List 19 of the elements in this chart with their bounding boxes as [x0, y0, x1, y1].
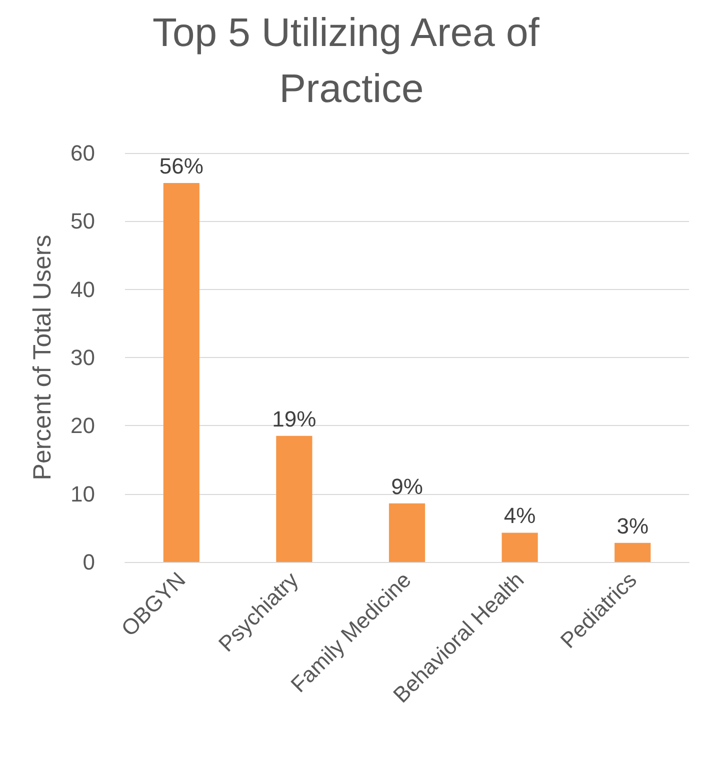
- y-tick-label: 50: [70, 208, 95, 234]
- bar: [388, 503, 426, 562]
- y-tick-label: 30: [70, 345, 95, 370]
- bar: [276, 436, 312, 562]
- data-label: 56%: [159, 153, 204, 178]
- data-label: 4%: [504, 503, 536, 528]
- y-tick-label: 0: [82, 550, 95, 574]
- data-label: 19%: [272, 406, 316, 432]
- y-tick-label: 60: [70, 140, 95, 166]
- data-label: 9%: [391, 474, 423, 499]
- bar: [163, 182, 200, 562]
- y-axis-title: Percent of Total Users: [28, 234, 56, 480]
- bar: [614, 542, 651, 562]
- y-tick-label: 40: [70, 276, 95, 302]
- y-tick-label: 20: [70, 413, 95, 438]
- y-tick-label: 10: [70, 481, 95, 506]
- data-label: 3%: [616, 513, 648, 538]
- bar: [502, 532, 538, 562]
- chart-title: Top 5 Utilizing Area of Practice: [152, 11, 550, 111]
